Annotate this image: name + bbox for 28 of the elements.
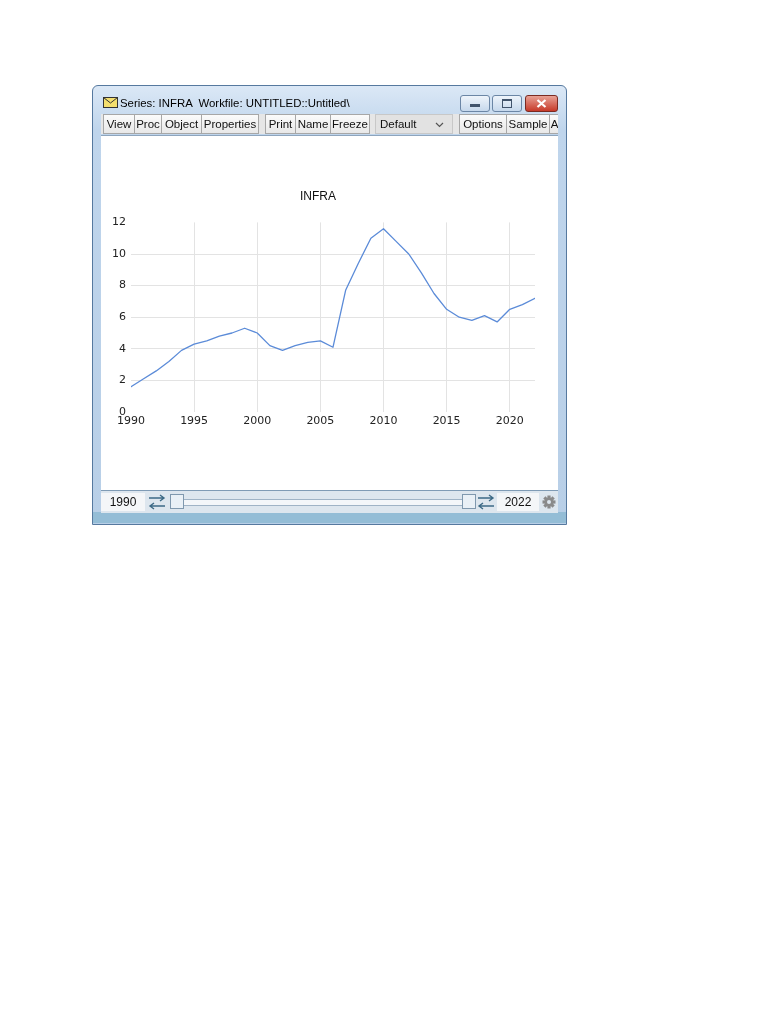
x-tick-label: 2010 bbox=[369, 414, 398, 428]
toolbar-button: Print bbox=[265, 114, 296, 134]
toolbar-button: A bbox=[549, 114, 558, 134]
text: Series: INFRA Workfile: UNTITLED::Untitled\ bbox=[120, 96, 350, 110]
x-tick-label: 1995 bbox=[180, 414, 209, 428]
toolbar-button: Object bbox=[161, 114, 202, 134]
toolbar-button: Properties bbox=[201, 114, 259, 134]
toolbar-button: Proc bbox=[134, 114, 162, 134]
sample-start-field: 1990 bbox=[101, 493, 145, 511]
y-tick-label: 12 bbox=[112, 215, 126, 229]
y-tick-label: 10 bbox=[112, 246, 126, 260]
sample-end-field: 2022 bbox=[497, 493, 539, 511]
y-tick-label: 6 bbox=[119, 310, 126, 324]
toolbar-button: Sample bbox=[506, 114, 550, 134]
toolbar-button: View bbox=[103, 114, 135, 134]
chart-title: INFRA bbox=[300, 188, 336, 203]
y-tick-label: 8 bbox=[119, 278, 126, 292]
y-tick-label: 2 bbox=[119, 373, 126, 387]
toolbar-button: Name bbox=[295, 114, 331, 134]
x-tick-label: 2015 bbox=[432, 414, 461, 428]
x-tick-label: 2005 bbox=[306, 414, 335, 428]
y-tick-label: 4 bbox=[119, 341, 126, 355]
x-tick-label: 2000 bbox=[243, 414, 272, 428]
toolbar-button: Freeze bbox=[330, 114, 370, 134]
x-tick-label: 2020 bbox=[495, 414, 524, 428]
toolbar-button: Options bbox=[459, 114, 507, 134]
dropdown-select: Default bbox=[375, 114, 453, 134]
x-tick-label: 1990 bbox=[117, 414, 145, 428]
